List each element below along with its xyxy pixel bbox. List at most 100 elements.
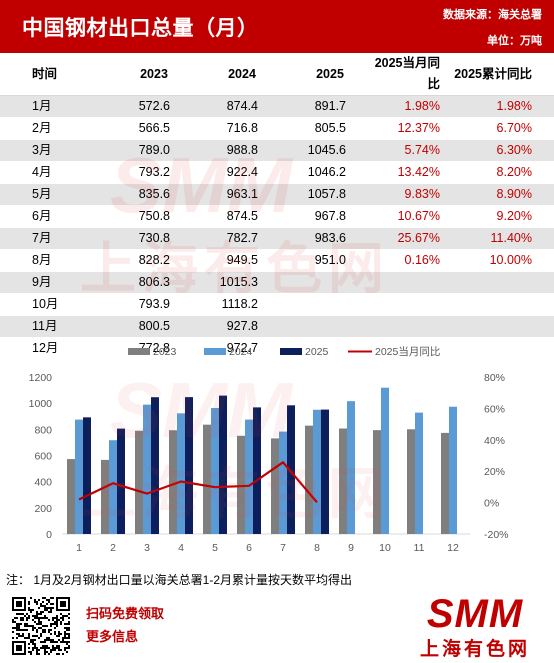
cell-month: 4月 xyxy=(0,161,110,184)
bar-2023-5 xyxy=(203,424,211,534)
x-tick-label: 8 xyxy=(314,542,320,554)
y2-tick-label: -20% xyxy=(484,529,509,541)
cell-2025 xyxy=(286,337,374,360)
x-tick-label: 12 xyxy=(447,542,459,554)
cell-2025: 967.8 xyxy=(286,205,374,228)
x-tick-label: 11 xyxy=(414,542,425,554)
cell-monthly-yoy: 12.37% xyxy=(374,117,454,140)
cell-monthly-yoy: 13.42% xyxy=(374,161,454,184)
bar-2025-4 xyxy=(185,397,193,534)
cell-cumulative-yoy: 6.70% xyxy=(454,117,554,140)
bar-2024-2 xyxy=(109,440,117,534)
bar-2025-6 xyxy=(253,407,261,534)
y-tick-label: 800 xyxy=(34,424,52,436)
cell-2025 xyxy=(286,293,374,316)
qr-code[interactable] xyxy=(10,595,72,657)
legend-label-2023: 2023 xyxy=(153,346,177,358)
cell-monthly-yoy: 25.67% xyxy=(374,227,454,250)
data-table: 时间 2023 2024 2025 2025当月同比 2025累计同比 1月 57… xyxy=(0,53,554,360)
bar-2025-7 xyxy=(287,405,295,534)
legend-label-2025: 2025 xyxy=(305,346,329,358)
bar-2024-4 xyxy=(177,413,185,534)
cell-2025: 1046.2 xyxy=(286,161,374,184)
cell-2023: 835.6 xyxy=(110,183,198,206)
table-row: 1月 572.6 874.4 891.7 1.98% 1.98% xyxy=(0,95,554,118)
col-header-cumulative-yoy: 2025累计同比 xyxy=(454,53,554,96)
x-tick-label: 2 xyxy=(110,542,116,554)
y2-tick-label: 40% xyxy=(484,435,505,447)
cell-2025: 951.0 xyxy=(286,249,374,272)
table-row: 10月 793.9 1118.2 xyxy=(0,293,554,316)
smm-logo-text: SMM xyxy=(426,592,524,636)
x-tick-label: 5 xyxy=(212,542,218,554)
cell-monthly-yoy: 5.74% xyxy=(374,139,454,162)
footnote: 注： 1月及2月钢材出口量以海关总署1-2月累计量按天数平均得出 xyxy=(6,573,353,587)
legend-label-2024: 2024 xyxy=(229,346,253,358)
bar-2024-12 xyxy=(449,406,457,534)
cell-2024: 1015.3 xyxy=(198,271,286,294)
cell-2023: 750.8 xyxy=(110,205,198,228)
combo-chart: 2023 2024 2025 2025当月同比02004006008001000120… xyxy=(29,345,509,554)
cell-2024: 988.8 xyxy=(198,139,286,162)
bar-2025-1 xyxy=(83,417,91,534)
cell-cumulative-yoy: 6.30% xyxy=(454,139,554,162)
cell-cumulative-yoy: 8.90% xyxy=(454,183,554,206)
bar-2023-8 xyxy=(305,425,313,534)
bar-2024-8 xyxy=(313,409,321,534)
table-row: 4月 793.2 922.4 1046.2 13.42% 8.20% xyxy=(0,161,554,184)
header-bar: 中国钢材出口总量（月） 数据来源：海关总署 单位：万吨 xyxy=(0,0,554,53)
cell-2024: 922.4 xyxy=(198,161,286,184)
col-header-monthly-yoy: 2025当月同比 xyxy=(374,53,454,96)
cell-monthly-yoy: 0.16% xyxy=(374,249,454,272)
table-row: 8月 828.2 949.5 951.0 0.16% 10.00% xyxy=(0,249,554,272)
cell-month: 2月 xyxy=(0,117,110,140)
data-source: 数据来源：海关总署 xyxy=(443,9,542,21)
table-row: 6月 750.8 874.5 967.8 10.67% 9.20% xyxy=(0,205,554,228)
cell-cumulative-yoy: 9.20% xyxy=(454,205,554,228)
bar-2023-11 xyxy=(407,429,415,534)
cell-2024: 1118.2 xyxy=(198,293,286,316)
cell-2024: 874.4 xyxy=(198,95,286,118)
bar-2024-6 xyxy=(245,419,253,534)
bar-2025-3 xyxy=(151,397,159,534)
chart-area: 2023 2024 2025 2025当月同比 0 200 400 600 800 1000 120… xyxy=(0,338,554,566)
x-tick-label: 6 xyxy=(246,542,252,554)
cell-cumulative-yoy xyxy=(454,271,554,294)
table-row: 3月 789.0 988.8 1045.6 5.74% 6.30% xyxy=(0,139,554,162)
bar-2023-10 xyxy=(373,430,381,534)
bar-2025-2 xyxy=(117,428,125,534)
y-tick-label: 200 xyxy=(34,503,52,515)
cell-cumulative-yoy: 8.20% xyxy=(454,161,554,184)
table-row: 9月 806.3 1015.3 xyxy=(0,271,554,294)
cell-2024: 927.8 xyxy=(198,315,286,338)
cell-2023: 800.5 xyxy=(110,315,198,338)
cell-month: 10月 xyxy=(0,293,110,316)
table-row: 11月 800.5 927.8 xyxy=(0,315,554,338)
x-tick-label: 3 xyxy=(144,542,150,554)
cta-more-info[interactable]: 更多信息 xyxy=(86,629,139,644)
bar-2023-3 xyxy=(135,430,143,534)
legend-label-line: 2025当月同比 xyxy=(375,345,440,358)
cta-free-scan[interactable]: 扫码免费领取 xyxy=(86,606,165,621)
cell-2023: 566.5 xyxy=(110,117,198,140)
cell-month: 1月 xyxy=(0,95,110,118)
cell-2025: 1057.8 xyxy=(286,183,374,206)
cell-2023: 828.2 xyxy=(110,249,198,272)
y2-tick-label: 20% xyxy=(484,466,505,478)
bar-2024-1 xyxy=(75,419,83,534)
bar-2023-4 xyxy=(169,430,177,534)
cell-month: 12月 xyxy=(0,337,110,360)
bar-2023-1 xyxy=(67,459,75,534)
table-header-row: 时间 2023 2024 2025 2025当月同比 2025累计同比 xyxy=(0,53,554,96)
cell-2025: 1045.6 xyxy=(286,139,374,162)
cell-cumulative-yoy xyxy=(454,315,554,338)
x-tick-label: 10 xyxy=(379,542,391,554)
bar-2024-9 xyxy=(347,401,355,534)
cell-monthly-yoy xyxy=(374,315,454,338)
x-tick-label: 7 xyxy=(280,542,286,554)
table-row: 7月 730.8 782.7 983.6 25.67% 11.40% xyxy=(0,227,554,250)
smm-logo: SMM 上海有色网 xyxy=(400,592,550,660)
cell-monthly-yoy: 10.67% xyxy=(374,205,454,228)
cell-2023: 789.0 xyxy=(110,139,198,162)
cell-monthly-yoy xyxy=(374,293,454,316)
